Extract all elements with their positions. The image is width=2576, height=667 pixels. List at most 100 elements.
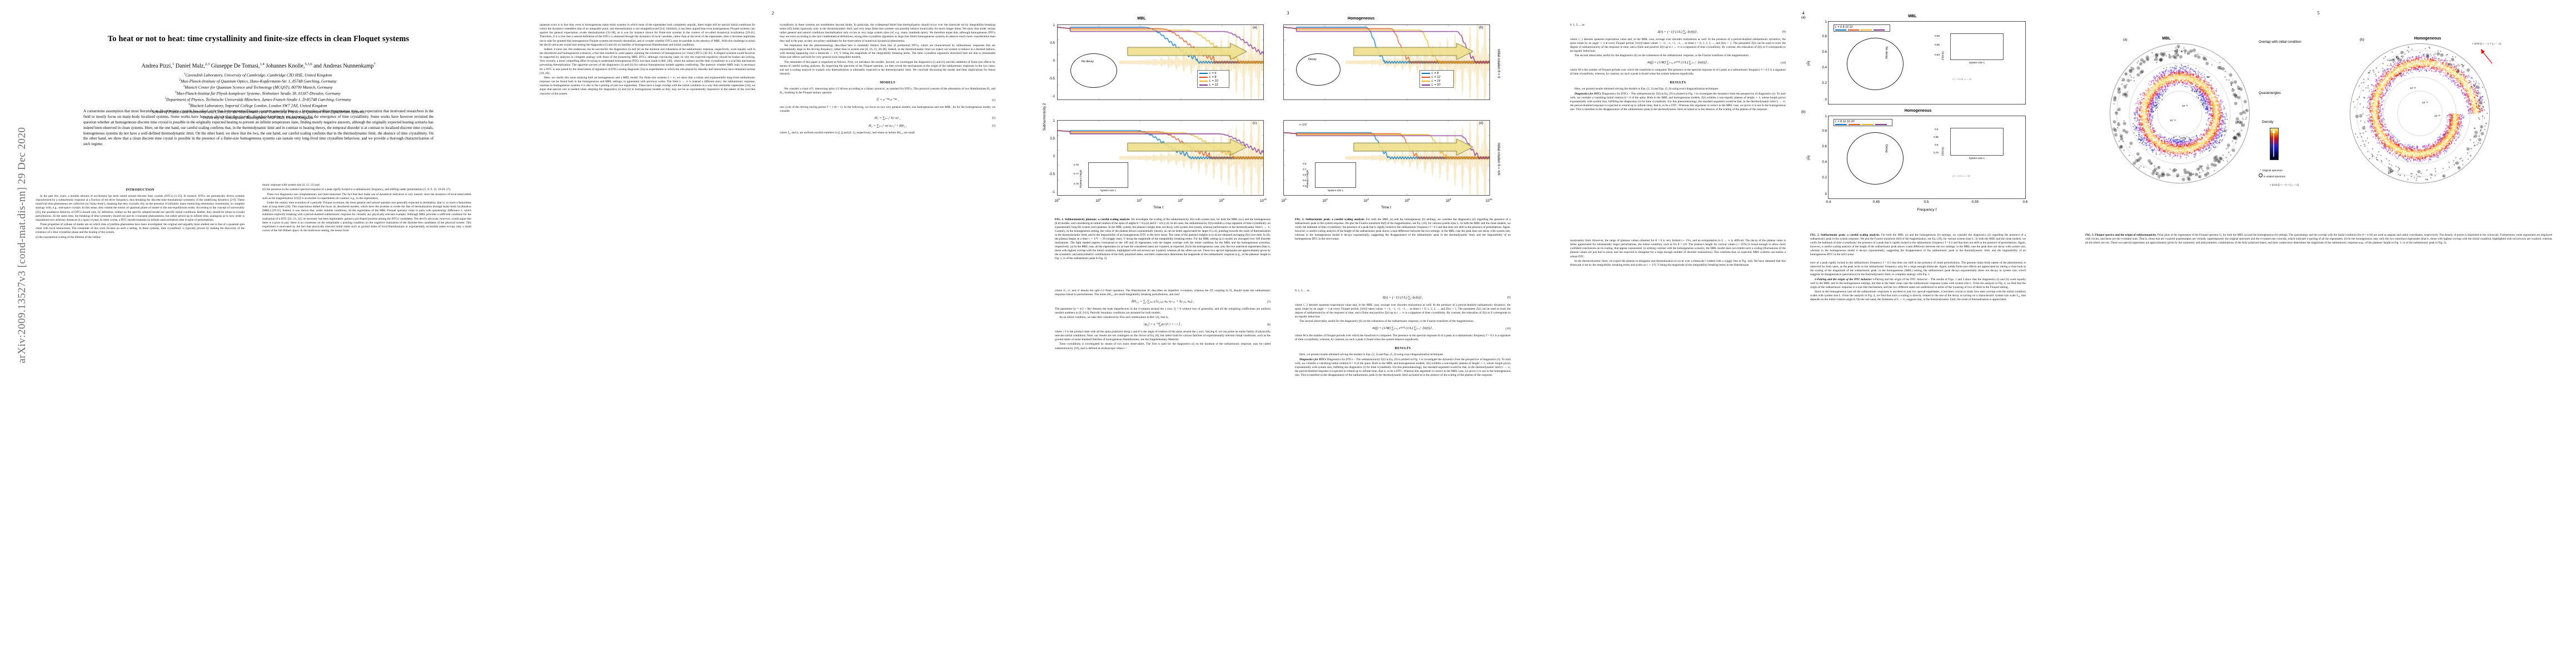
legend-label: L = 10 [1209,79,1218,83]
paragraph: quantum scars is in fact that, even in h… [540,23,755,47]
paragraph: (ii) the presence in the system's spectr… [262,188,471,192]
paragraph: These two diagnostics are complementary … [262,193,471,201]
paragraph: We consider a chain of L interacting spi… [780,87,995,95]
paragraph: Under the unitary time evolution of a pe… [262,201,471,233]
fig3-state-b: ≈ 1/√2 (|↑↑⋯↑⟩ + |↓↓⋯↓⟩) [2472,42,2501,46]
equation-tag: (10) [1506,327,1511,331]
tick-label: 0.78 [1074,163,1079,166]
legend-swatch [1835,29,1846,31]
tick-label: 1 [1816,115,1827,118]
legend-swatch [1422,81,1430,82]
tick-label: 0.6 [1303,173,1306,176]
fig2-ylabel-b: |m̃| [1807,136,1813,180]
fig2-caption-body: For both the MBL (a) and the homogeneous… [1810,233,2026,256]
legend-label: π-rotated spectrum [2263,175,2285,178]
fig1-panel-label-b: (b) [1479,26,1483,29]
tick-label: 0.85 [1935,43,1940,46]
legend-label: L = 16 [1432,79,1441,83]
section-heading-results: RESULTS [1570,81,1786,85]
fig1-zoom-bubble-right [1296,53,1341,86]
tick-label: 0.5 [1042,137,1055,141]
fig2-panel-label-a: (a) [1801,16,1806,19]
tick-label: 1 [1044,119,1055,123]
paragraph: The second observable, useful for the di… [1295,320,1511,323]
legend-swatch [1861,29,1872,31]
fig1-inset-left [1088,162,1128,188]
fig1-right-label-theta0: Initial rotation θ = 0 [1494,31,1501,96]
equation-tag: (10) [1781,61,1786,65]
subsection-heading: Diagnostics for DTCs [1575,92,1601,96]
fig3-annot-quasienergies: Quasienergies [2259,91,2281,95]
fig3-state-a: ≈ 1/√2 (|↑↑⋯↑⟩ − |↓↓⋯↓⟩) [2270,183,2299,187]
page1-column-2: monic response with system size [4, 12, … [262,183,471,656]
page5-figure3-caption: FIG. 3. Floquet spectra and the origin o… [2085,233,2552,656]
tick-label: 0.4 [1812,160,1827,164]
fig2-caption-body: For both the MBL (a) and the homogeneous… [1295,218,1511,241]
tick-label: 0.85 [1934,136,1939,138]
page-number: 2 [771,10,774,16]
affiliation: 4Max-Planck-Institut für Physik komplexe… [22,91,494,97]
legend-label: L = 20 [1432,83,1441,87]
affiliation: 1Cavendish Laboratory, University of Cam… [22,72,494,78]
fig1-title-left: MBL [1086,17,1197,21]
tick-label: 0.45 [1868,200,1885,204]
tick-label: 102 [1316,198,1334,203]
subsection-heading: π-Pairing and the origin of the DTC beha… [1815,278,1872,281]
fig1-legend-left: L = 6 L = 8 L = 10 L = 12 [1197,70,1229,88]
section-heading-results: RESULTS [1295,346,1511,351]
equation-2: H₁ = ∑ⱼ₌₁ᴸ hⱼˣ σⱼˣ , (2) [780,116,995,121]
legend-swatch [1422,73,1430,74]
legend-label: L = 8 [1209,76,1217,79]
legend-swatch [1848,29,1859,31]
tick-label: -0.5 [1040,77,1055,81]
fig2-inset-a-ylabel: |m̃(0.5)| [1941,33,1944,60]
legend-item: L = 12 [1199,83,1227,87]
section-heading-models: MODELS [780,81,995,85]
fig2-inset-a-xlabel: System size L [1950,61,2004,64]
fig3-title-a: MBL [2133,37,2200,41]
affiliation: 3Munich Center for Quantum Science and T… [22,84,494,91]
paragraph: 0, 1, 2, ... as [1295,289,1511,293]
paragraph: (i) the exponential scaling of the lifet… [36,236,245,240]
fig3-caption: FIG. 3. Floquet spectra and the origin o… [2085,233,2552,245]
tick-label: 100 [1048,198,1066,203]
fig1-title-right: Homogeneous [1292,17,1431,21]
tick-label: 108 [1213,198,1230,203]
figure-3: MBL (a) 10⁰ 10⁻⁵ 10⁻¹⁰ 10⁻¹⁵ Overlap wit… [2061,0,2576,233]
fig1-inset-left-xlabel: System size L [1088,189,1128,192]
paragraph: where M is the number of Floquet periods… [1295,334,1511,342]
paragraph: one cycle of the driving having period T… [780,106,995,113]
fig3-scatter-a [2110,43,2250,183]
author-list: Andrea Pizzi,1 Daniel Malz,2,3 Giuseppe … [33,62,484,69]
equation-tag: (3) [992,124,995,128]
legend-item: L = 16 [1422,79,1452,83]
affiliation: 5Department of Physics, Technische Unive… [22,97,494,103]
equation-body: δH₁,₂ = ∑ⱼ ∑₍ₐₑ₎ (Jⱼ₍₁₎,ₐₑ σⱼₐ σⱼ₊₁ₑ + h… [1132,300,1194,303]
page3-column-2: 0, 1, 2, ... as Z(t) = (−1)ᵗ (1/L) ∑ⱼ ⟨σ… [1295,289,1511,656]
tick-label: 1 [1816,20,1827,24]
tick-label: 0.8 [1935,143,1938,146]
fig2-caption: FIG. 2. Subharmonic peak: a careful scal… [1295,218,1511,241]
fig3-legend-rotated: π-rotated spectrum [2259,173,2285,178]
equation-6: δH₁,₂ = ∑ⱼ ∑₍ₐₑ₎ (Jⱼ₍₁₎,ₐₑ σⱼₐ σⱼ₊₁ₑ + h… [1055,300,1270,305]
figure-2: (a) MBL |m̃| 1 0.8 0.6 0.4 0.2 0 L = 6 8… [1801,13,2046,219]
page-3: 3 MBL Homogeneous Subharmonicity Z 1 0.5… [1030,0,1546,667]
legend-swatches [1835,124,1891,125]
tick-label: 0.8 [1812,34,1827,38]
affiliation: 2Max-Planck-Institute of Quantum Optics,… [22,78,494,84]
radial-tick-label: 10⁰ [2206,76,2210,79]
legend-label: L = 6 8 10 12 [1835,26,1889,29]
legend-label: L = 8 [1432,72,1439,75]
page2-column-1: quantum scars is in fact that, even in h… [540,23,755,657]
paragraph: ence of a peak rigidly locked to the sub… [1810,261,2026,277]
fig3-caption-id: FIG. 3. [2085,233,2094,237]
fig3-scatter-b [2350,43,2490,183]
tick-label: 0.55 [1967,200,1984,204]
legend-label: L = 12 [1432,76,1441,79]
equation-tag: (2) [992,117,995,121]
legend-item: L = 6 [1199,71,1227,75]
legend-swatch [1422,77,1430,78]
equation-tag: (7) [1267,300,1270,304]
paragraph: The second observable, useful for the di… [1570,54,1786,58]
equation-body: |ψ₀⟩ = e⁻ⁱᶟ∑ⱼσⱼʸ/2 |↑↑⋯↑⟩ , [1144,322,1182,326]
